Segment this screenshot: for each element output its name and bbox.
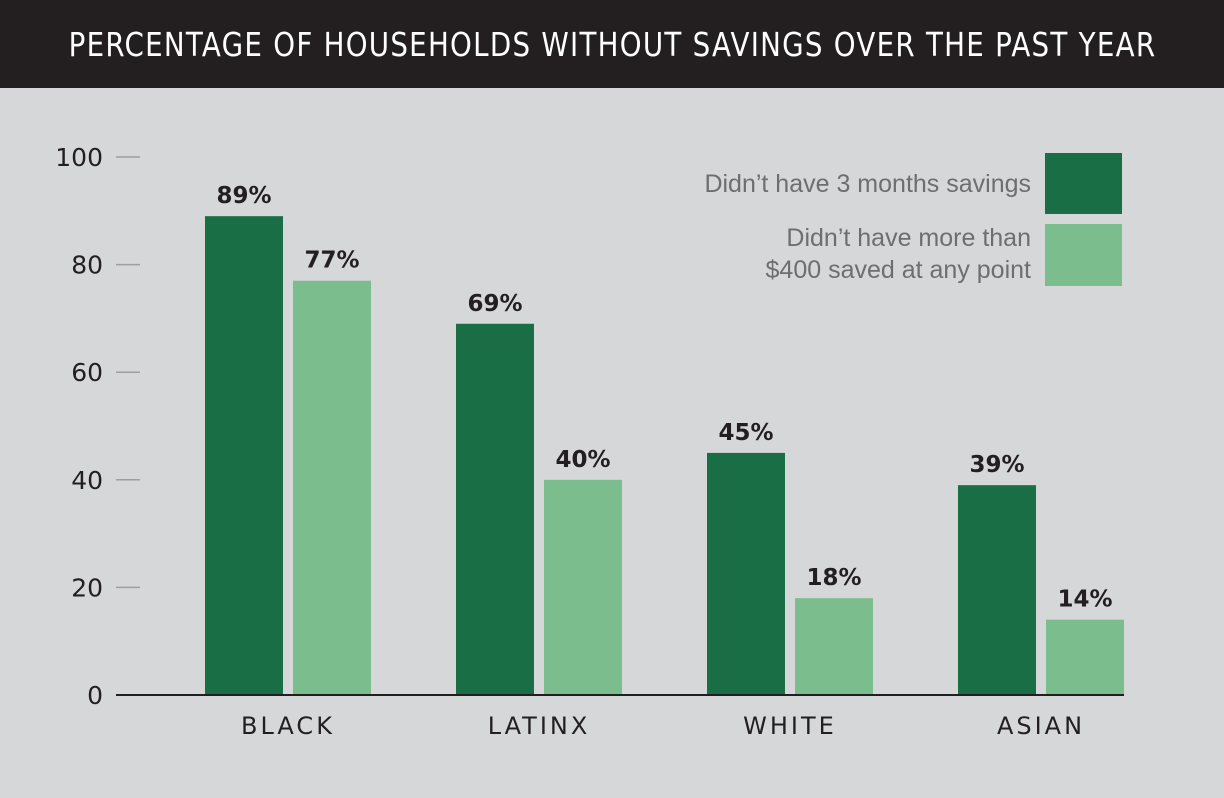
data-label: 77% — [304, 248, 359, 274]
legend-swatch-series-1 — [1045, 153, 1122, 214]
data-label: 89% — [216, 183, 271, 209]
bar-black-series-2 — [293, 280, 371, 695]
data-label: 40% — [555, 447, 610, 473]
legend-label-series-2-line-2: $400 saved at any point — [766, 256, 1032, 284]
bar-chart: 0 20 40 60 80 100 89% 77% 69% 40% 45% 18% 39% 14% BL… — [55, 143, 1124, 740]
legend-swatch-series-2 — [1045, 224, 1122, 286]
chart-title: PERCENTAGE OF HOUSEHOLDS WITHOUT SAVINGS… — [68, 24, 1156, 64]
bar-white-series-1 — [707, 452, 785, 695]
category-label: ASIAN — [997, 712, 1085, 740]
bar-asian-series-2 — [1046, 619, 1124, 695]
bar-latinx-series-1 — [456, 323, 534, 695]
y-tick-label: 100 — [55, 143, 103, 172]
x-axis: BLACK LATINX WHITE ASIAN — [116, 694, 1124, 740]
bars: 89% 77% 69% 40% 45% 18% 39% 14% — [205, 183, 1124, 695]
bar-latinx-series-2 — [544, 479, 622, 695]
data-label: 69% — [467, 291, 522, 317]
bar-white-series-2 — [795, 598, 873, 695]
y-tick-label: 60 — [71, 358, 103, 387]
y-axis: 0 20 40 60 80 100 — [55, 143, 140, 710]
bar-black-series-1 — [205, 216, 283, 695]
title-bar: PERCENTAGE OF HOUSEHOLDS WITHOUT SAVINGS… — [0, 0, 1224, 88]
legend-label-series-2-line-1: Didn’t have more than — [786, 224, 1031, 252]
data-label: 18% — [806, 565, 861, 591]
category-label: LATINX — [488, 712, 591, 740]
data-label: 39% — [969, 452, 1024, 478]
data-label: 14% — [1057, 587, 1112, 613]
y-tick-label: 0 — [87, 681, 103, 710]
y-tick-label: 40 — [71, 466, 103, 495]
y-tick-label: 20 — [71, 573, 103, 602]
category-label: BLACK — [241, 712, 335, 740]
legend: Didn’t have 3 months savings Didn’t have … — [704, 153, 1122, 286]
y-tick-label: 80 — [71, 251, 103, 280]
legend-label-series-1: Didn’t have 3 months savings — [704, 170, 1031, 198]
data-label: 45% — [718, 420, 773, 446]
category-label: WHITE — [743, 712, 837, 740]
bar-asian-series-1 — [958, 485, 1036, 695]
